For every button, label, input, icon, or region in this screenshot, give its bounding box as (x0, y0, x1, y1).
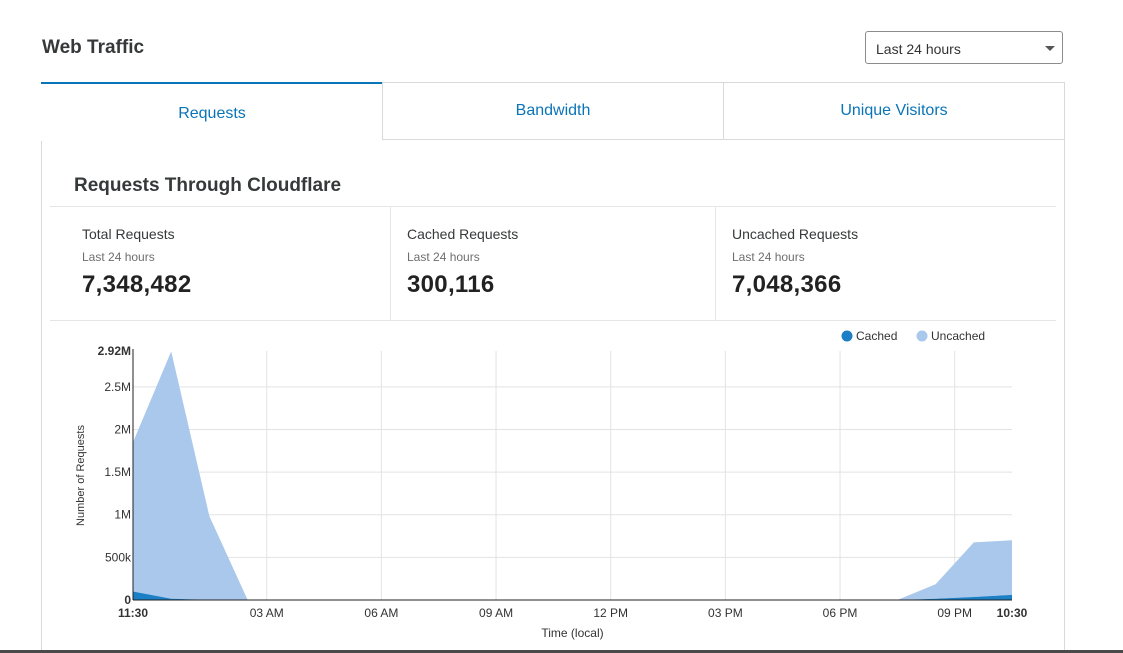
stat-label: Total Requests (82, 226, 175, 242)
x-tick-label: 11:30 (118, 606, 148, 620)
traffic-panel (41, 82, 1065, 653)
time-range-select[interactable]: Last 24 hours (865, 31, 1063, 64)
tab-bandwidth-label: Bandwidth (515, 102, 591, 119)
y-tick-label: 2M (114, 422, 131, 436)
x-tick-label: 03 PM (708, 606, 743, 620)
tab-requests-label: Requests (178, 105, 246, 122)
tab-unique-visitors[interactable]: Unique Visitors (723, 82, 1065, 140)
y-tick-label: 1.5M (104, 465, 131, 479)
x-tick-label: 03 AM (250, 606, 284, 620)
legend-label-cached: Cached (856, 329, 897, 343)
legend-swatch-cached (841, 330, 853, 342)
stats-row: Total Requests Last 24 hours 7,348,482 C… (50, 206, 1056, 321)
x-tick-label: 06 AM (364, 606, 398, 620)
tab-unique-visitors-label: Unique Visitors (840, 102, 948, 119)
y-tick-label: 0 (124, 593, 131, 607)
stat-uncached-requests: Uncached Requests Last 24 hours 7,048,36… (715, 207, 1056, 320)
x-tick-label: 09 PM (937, 606, 972, 620)
y-tick-label: 2.92M (98, 344, 131, 358)
window-bottom-edge (0, 650, 1123, 653)
y-tick-label: 500k (105, 550, 132, 564)
tab-requests[interactable]: Requests (41, 82, 383, 141)
time-range-value: Last 24 hours (876, 41, 961, 57)
x-tick-label: 12 PM (593, 606, 628, 620)
x-axis-title: Time (local) (541, 626, 603, 640)
stat-value: 7,348,482 (82, 271, 192, 298)
legend-swatch-uncached (916, 330, 928, 342)
stat-value: 7,048,366 (732, 271, 842, 298)
legend-label-uncached: Uncached (931, 329, 985, 343)
stat-label: Uncached Requests (732, 226, 859, 242)
stat-value: 300,116 (407, 271, 495, 298)
section-title: Requests Through Cloudflare (74, 175, 342, 196)
x-tick-label: 09 AM (479, 606, 513, 620)
caret-down-icon (1045, 46, 1055, 51)
stat-period: Last 24 hours (82, 250, 155, 264)
stat-cached-requests: Cached Requests Last 24 hours 300,116 (390, 207, 715, 320)
stat-period: Last 24 hours (732, 250, 805, 264)
series-area-uncached (133, 351, 1012, 600)
series-area-cached (133, 591, 1012, 600)
tab-bandwidth[interactable]: Bandwidth (382, 82, 724, 140)
y-tick-label: 2.5M (104, 380, 131, 394)
stat-period: Last 24 hours (407, 250, 480, 264)
y-tick-label: 1M (114, 508, 131, 522)
x-tick-label: 06 PM (823, 606, 858, 620)
x-tick-label: 10:30 (997, 606, 1028, 620)
y-axis-title: Number of Requests (75, 425, 87, 526)
tab-bar: Requests Bandwidth Unique Visitors (41, 82, 1065, 141)
page-title: Web Traffic (42, 37, 145, 58)
stat-label: Cached Requests (407, 226, 519, 242)
stat-total-requests: Total Requests Last 24 hours 7,348,482 (50, 207, 390, 320)
